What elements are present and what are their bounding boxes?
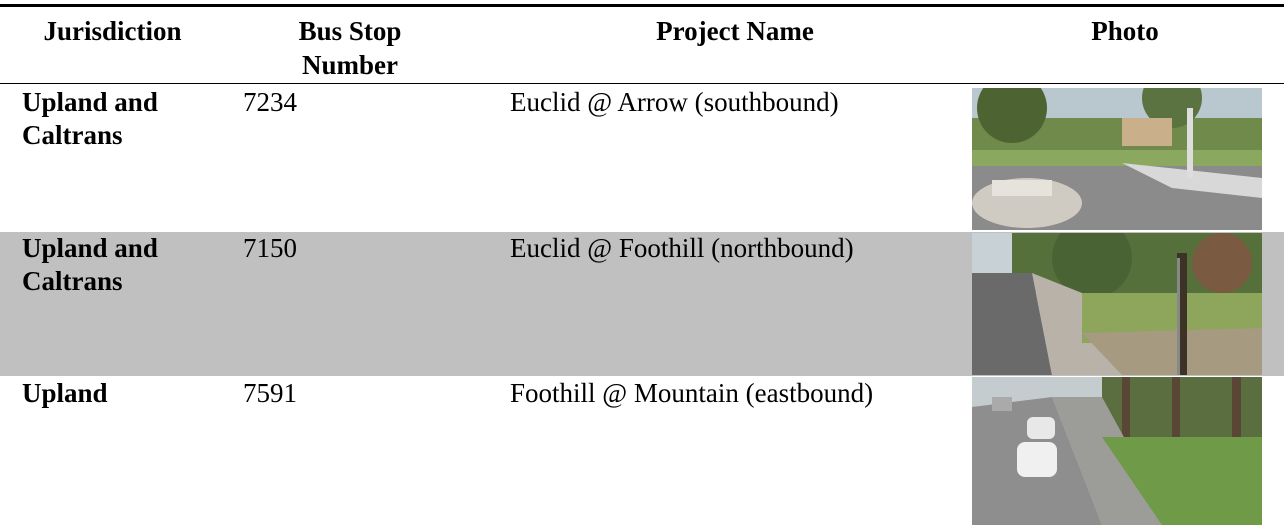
header-cell: Photo	[1091, 16, 1159, 46]
header-cell: Project Name	[656, 16, 814, 46]
photo	[972, 377, 1262, 525]
jurisdiction: Upland and Caltrans	[22, 233, 158, 296]
header-cell: Bus Stop Number	[298, 16, 402, 80]
bus-stop-number: 7234	[243, 87, 297, 117]
jurisdiction: Upland and Caltrans	[22, 87, 158, 150]
top-rule	[0, 4, 1284, 7]
bus-stop-number: 7150	[243, 233, 297, 263]
jurisdiction: Upland	[22, 378, 108, 408]
project-name: Foothill @ Mountain (eastbound)	[510, 378, 874, 408]
photo	[972, 233, 1262, 375]
header-cell: Jurisdiction	[43, 16, 182, 46]
project-name: Euclid @ Arrow (southbound)	[510, 87, 839, 117]
header-rule	[0, 83, 1284, 84]
project-name: Euclid @ Foothill (northbound)	[510, 233, 854, 263]
bus-stop-number: 7591	[243, 378, 297, 408]
photo	[972, 88, 1262, 230]
